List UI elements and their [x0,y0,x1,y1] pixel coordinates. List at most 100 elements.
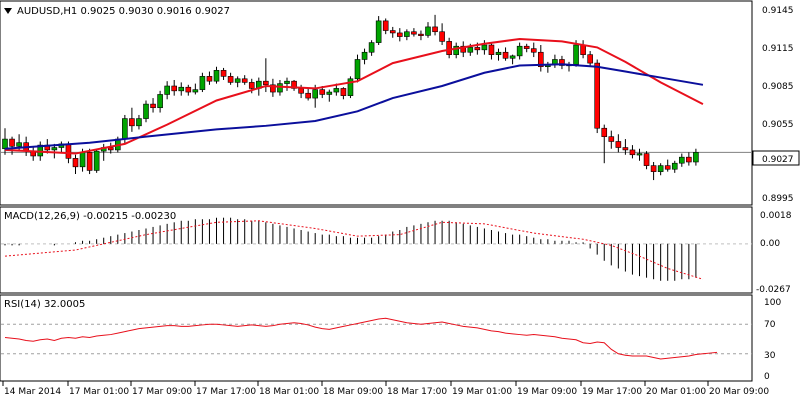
time-tick-label: 17 Mar 09:00 [132,387,192,397]
candle-body [171,85,177,92]
candle-body [467,47,474,53]
candle-body [51,147,58,151]
rsi-tick-label: 70 [764,320,776,330]
time-tick-label: 20 Mar 09:00 [709,387,769,397]
candle-body [93,150,100,171]
candle-body [389,30,396,34]
time-tick-label: 14 Mar 2014 [4,387,61,397]
candle-body [636,153,643,156]
time-tick-label: 17 Mar 17:00 [196,387,256,397]
moving-average-slow-line [4,63,704,150]
candle-body [481,44,488,51]
price-panel[interactable]: AUDUSD,H1 0.9025 0.9030 0.9016 0.9027 [0,0,753,206]
time-tick-label: 18 Mar 09:00 [323,387,383,397]
candle-body [234,78,241,83]
candle-body [326,91,333,95]
candle-body [2,138,8,150]
candle-body [460,45,467,53]
time-axis: 14 Mar 2014 17 Mar 01:00 17 Mar 09:00 17 Ma… [2,381,769,397]
candle-body [446,41,452,55]
price-tick-label: 0.9115 [762,44,794,54]
candle-body [192,89,199,93]
candle-body [495,51,502,55]
candle-body [368,42,375,53]
rsi-tick-label: 100 [764,298,781,308]
time-tick-label: 19 Mar 01:00 [452,387,512,397]
candle-body [686,156,692,163]
rsi-panel[interactable]: RSI(14) 32.0005 [0,294,753,382]
candle-body [411,31,417,35]
candle-body [573,44,579,65]
candle-body [693,152,699,163]
candle-body [559,59,565,66]
moving-average-fast-line [4,37,704,155]
candle-body [16,142,22,147]
candle-body [671,162,678,170]
rsi-panel-title: RSI(14) 32.0005 [4,299,85,310]
candle-body [241,78,248,83]
rsi-tick-label: 0 [764,372,770,382]
current-price-label: 0.9027 [762,155,794,165]
candle-body [425,26,431,36]
candle-body [72,158,79,168]
candle-body [312,89,319,99]
candle-body [382,20,389,31]
candle-body [523,45,530,49]
candle-body [263,80,269,86]
candle-body [129,118,135,127]
candle-body [488,44,495,55]
macd-panel[interactable]: MACD(12,26,9) -0.00215 -0.00230 [0,206,753,294]
candle-body [439,31,445,42]
candle-body [37,144,44,157]
candle-body [206,76,213,82]
price-axis: 0.9145 0.9115 0.9085 0.9055 0.8995 0.902… [752,6,800,204]
candle-body [375,20,382,43]
candle-body [220,70,227,77]
price-tick-label: 0.9145 [762,6,794,16]
price-marks [1,14,752,181]
rsi-panel-frame [0,294,753,382]
macd-marks [1,217,752,281]
triangle-down-icon[interactable] [4,8,12,14]
candle-body [291,80,297,89]
candle-body [601,127,608,137]
macd-tick-label: 0.00 [760,239,780,249]
candle-body [396,32,403,37]
candle-body [347,78,354,96]
candle-body [178,86,185,92]
candle-body [277,83,283,93]
candle-body [65,143,72,159]
candle-body [284,80,290,84]
candle-body [474,47,481,51]
time-tick-label: 19 Mar 09:00 [517,387,577,397]
candle-body [185,86,192,93]
candle-body [136,118,142,127]
candle-body [537,51,544,68]
candle-body [432,26,438,33]
candle-body [594,62,601,129]
candle-body [650,165,657,172]
candle-body [9,138,15,147]
candle-body [305,92,311,99]
candle-body [404,31,410,37]
candle-body [319,89,326,95]
macd-signal-line [4,220,704,280]
candle-body [164,85,170,95]
current-price-box [752,150,800,166]
time-tick-label: 20 Mar 01:00 [646,387,706,397]
candle-body [587,54,593,64]
candle-body [122,118,128,140]
candle-body [298,88,304,94]
time-tick-label: 18 Mar 01:00 [259,387,319,397]
candle-body [340,88,347,96]
price-panel-frame [0,0,753,206]
main-panel-title: AUDUSD,H1 0.9025 0.9030 0.9016 0.9027 [17,6,230,17]
candle-body [509,55,516,59]
macd-panel-frame [0,206,753,294]
candle-body [213,70,220,82]
candle-body [248,82,255,89]
candle-body [150,103,156,109]
candle-body [227,76,234,83]
